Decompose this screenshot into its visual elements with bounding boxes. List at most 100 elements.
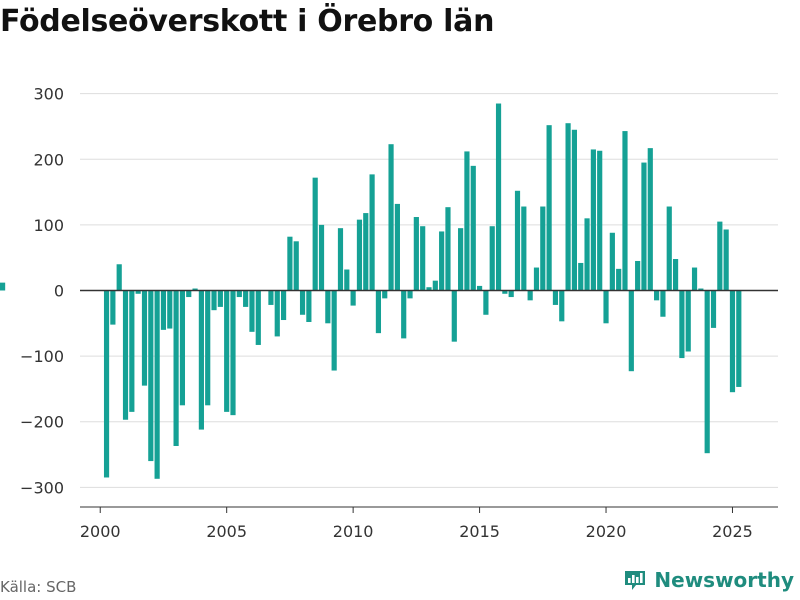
bar: [167, 290, 173, 329]
bar: [401, 290, 407, 339]
bar: [464, 151, 470, 291]
bar: [186, 290, 192, 298]
bar: [129, 290, 135, 412]
bar: [704, 290, 710, 454]
chart-title: Födelseöverskott i Örebro län: [0, 4, 495, 39]
gridlines: [80, 93, 778, 488]
bar: [616, 268, 622, 291]
bar: [590, 149, 596, 291]
bar: [445, 207, 451, 291]
bar: [122, 290, 129, 420]
bar: [198, 290, 204, 430]
bar: [654, 290, 660, 301]
bar: [413, 217, 419, 291]
bar: [514, 190, 521, 291]
x-axis-ticks: 2000 2005 2010 2015 2020 2025: [80, 507, 753, 541]
bar: [243, 290, 249, 307]
y-tick-label: −100: [20, 347, 64, 366]
x-tick-label: 2020: [586, 522, 627, 541]
bar: [559, 290, 565, 322]
y-tick-label: 300: [33, 85, 64, 104]
bar: [723, 229, 729, 291]
bar: [306, 290, 312, 322]
bar: [192, 288, 198, 291]
bar: [135, 290, 141, 294]
bar: [249, 290, 255, 332]
bar: [432, 280, 438, 291]
y-axis-labels: −300 −200 −100 0 100 200 300: [20, 85, 64, 498]
bar: [103, 290, 110, 478]
x-tick-label: 2015: [459, 522, 500, 541]
bar: [635, 260, 641, 291]
bars: [0, 103, 742, 479]
brand-logo[interactable]: Newsworthy: [623, 568, 794, 592]
bar: [312, 177, 318, 291]
bar: [540, 206, 546, 291]
y-tick-label: −200: [20, 413, 64, 432]
bar: [0, 282, 6, 291]
bar: [394, 203, 400, 291]
bar: [141, 290, 148, 386]
bar: [420, 226, 426, 291]
bar: [325, 290, 331, 324]
bar: [375, 290, 382, 334]
bar: [489, 226, 495, 291]
y-tick-label: 0: [54, 282, 64, 301]
bar: [710, 290, 717, 328]
bar: [451, 290, 457, 342]
bar: [584, 218, 590, 291]
bar: [729, 290, 736, 393]
bar: [470, 165, 476, 291]
brand-name: Newsworthy: [654, 568, 794, 592]
bar: [597, 150, 603, 291]
bar: [217, 290, 223, 307]
bar: [224, 290, 230, 412]
bar: [736, 290, 742, 387]
x-tick-label: 2005: [206, 522, 247, 541]
bar: [173, 290, 179, 446]
bar: [641, 162, 647, 291]
bar: [344, 269, 350, 291]
bar: [148, 290, 154, 462]
bar: [476, 285, 483, 291]
bar: [236, 290, 242, 298]
bar: [691, 267, 698, 291]
bar: [179, 290, 186, 406]
bar: [318, 224, 325, 291]
bar: [116, 264, 122, 291]
bar: [154, 290, 160, 479]
bar: [603, 290, 609, 324]
bar: [255, 290, 261, 345]
bar: [483, 290, 489, 315]
bar: [331, 290, 337, 371]
bar: [527, 290, 533, 301]
bar: [495, 103, 502, 291]
bar: [160, 290, 167, 330]
bar: [356, 219, 363, 291]
y-tick-label: 200: [33, 150, 64, 169]
bar: [382, 290, 388, 299]
bar: [205, 290, 211, 406]
bar: [369, 174, 375, 291]
bar-chart-logo-icon: [625, 571, 646, 590]
bar: [628, 290, 634, 372]
bar: [622, 131, 628, 291]
x-tick-label: 2010: [333, 522, 374, 541]
bar: [609, 232, 615, 291]
bar: [552, 290, 559, 305]
bar: [717, 221, 723, 291]
bar: [502, 290, 508, 294]
bar: [521, 206, 527, 291]
bar: [407, 290, 413, 299]
bar: [571, 129, 577, 291]
bar: [666, 206, 672, 291]
bar: [388, 144, 394, 291]
bar: [685, 290, 691, 352]
bar: [565, 123, 571, 291]
source-note: Källa: SCB: [0, 578, 77, 596]
bar: [363, 213, 369, 291]
bar: [578, 262, 584, 291]
x-tick-label: 2025: [712, 522, 753, 541]
bar: [679, 290, 685, 359]
